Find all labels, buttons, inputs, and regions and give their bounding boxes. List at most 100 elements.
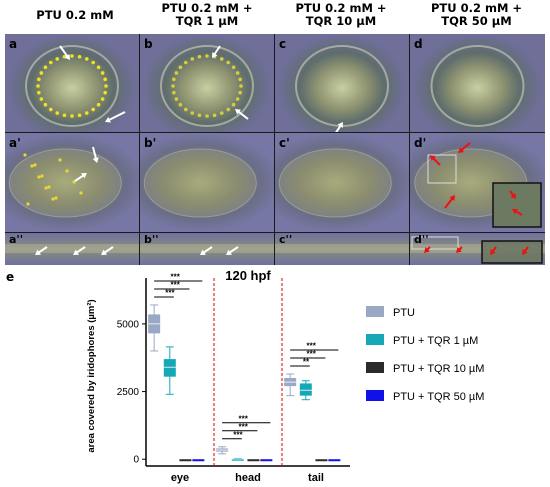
red-arrow [512, 208, 523, 216]
eye-outline [25, 45, 119, 127]
micrograph-panel-dp: d' [410, 133, 545, 232]
panel-label: d [414, 37, 423, 51]
significance-label: ** [303, 357, 310, 366]
iridophore-speck [239, 84, 243, 88]
iridophore-speck [62, 113, 67, 118]
iridophore-speck [58, 158, 62, 162]
box-body [315, 459, 328, 462]
iridophore-speck [77, 113, 82, 118]
white-arrow [59, 45, 70, 60]
panel-label: b [144, 37, 153, 51]
micrograph-grid: a b c d a' b' c' d' a'' b'' c'' d'' [5, 34, 545, 265]
iridophore-speck [197, 113, 202, 118]
iridophore-speck [197, 54, 202, 59]
white-arrow [200, 246, 213, 255]
panel-label: a' [9, 136, 21, 150]
white-arrow [235, 109, 249, 120]
iridophore-speck [219, 111, 224, 115]
y-tick-label: 0 [133, 455, 139, 466]
iridophore-speck [55, 111, 60, 115]
red-arrow [509, 190, 516, 199]
head-outline [8, 148, 122, 218]
box-ptu-tqr-10-m-head [247, 459, 260, 462]
significance-label: *** [170, 280, 180, 289]
iridophore-speck [70, 114, 74, 118]
y-axis-label: area covered by iridophores (µm²) [86, 299, 97, 452]
legend-label: PTU + TQR 50 µM [393, 391, 484, 403]
zoom-region-box [427, 154, 457, 184]
legend-swatch [366, 390, 384, 401]
panel-label: d' [414, 136, 427, 150]
box-body [260, 459, 273, 462]
iridophore-speck [72, 180, 76, 184]
legend-label: PTU + TQR 1 µM [393, 335, 478, 347]
iridophore-speck [235, 97, 240, 101]
white-arrow [101, 246, 114, 255]
micrograph-panel-c: c [275, 34, 409, 132]
x-tick-label: head [235, 472, 261, 484]
micrograph-panel-bp: b' [140, 133, 274, 232]
iridophore-speck [231, 102, 236, 107]
box-ptu-tqr-10-m-eye [179, 459, 192, 462]
micrograph-panel-ap: a' [5, 133, 139, 232]
legend-swatch [366, 362, 384, 373]
iridophore-speck [100, 97, 105, 101]
iridophore-speck [26, 202, 30, 206]
eye-outline [430, 45, 525, 127]
box-body [299, 383, 312, 396]
iridophore-speck [84, 111, 89, 115]
panel-label: a [9, 37, 18, 51]
iridophore-speck [184, 60, 188, 65]
panel-label: a'' [9, 233, 24, 246]
significance-label: *** [165, 288, 175, 297]
zoom-inset [481, 240, 543, 264]
box-ptu-tqr-50-m-head [260, 459, 273, 462]
white-arrow [35, 246, 48, 255]
iridophore-speck [226, 60, 230, 65]
iridophore-speck [33, 163, 37, 167]
micrograph-panel-d: d [410, 34, 545, 132]
eye-outline [295, 45, 389, 127]
significance-label: *** [170, 272, 180, 281]
iridophore-speck [231, 65, 236, 70]
iridophore-speck [219, 57, 224, 61]
iridophore-speck [79, 191, 83, 195]
column-header-tqr-10: PTU 0.2 mM + TQR 10 µM [295, 1, 387, 28]
panel-label: d'' [414, 233, 429, 246]
column-header-tqr-50: PTU 0.2 mM + TQR 50 µM [430, 1, 523, 28]
box-ptu-tqr-10-m-tail [315, 459, 328, 462]
y-tick-label: 2500 [117, 387, 140, 398]
red-arrow [490, 246, 497, 255]
tail-strip [410, 244, 545, 253]
iridophore-speck [49, 60, 53, 65]
micrograph-panel-b: b [140, 34, 274, 132]
iridophore-speck [171, 84, 175, 88]
box-ptu-tqr-50-m-tail [328, 459, 341, 462]
zoom-inset [492, 182, 542, 228]
micrograph-panel-cp: c' [275, 133, 409, 232]
iridophore-speck [174, 71, 179, 75]
iridophore-speck [37, 77, 41, 82]
iridophore-speck [103, 90, 107, 95]
iridophore-speck [172, 90, 176, 95]
box-ptu-head [216, 446, 229, 455]
chart-title: 120 hpf [225, 268, 271, 283]
iridophore-speck [40, 174, 44, 178]
iridophore-speck [178, 102, 183, 107]
micrograph-panel-dpp: d'' [410, 233, 545, 265]
x-tick-label: eye [171, 472, 189, 484]
iridophore-speck [235, 71, 240, 75]
head-outline [143, 148, 257, 218]
iridophore-speck [226, 107, 230, 112]
red-arrow [430, 155, 441, 166]
legend-label: PTU [393, 307, 415, 319]
iridophore-speck [96, 65, 101, 70]
legend-swatch [366, 306, 384, 317]
white-arrow [212, 45, 221, 58]
white-arrow [226, 246, 239, 255]
iridophore-speck [84, 57, 89, 61]
iridophore-speck [91, 107, 95, 112]
iridophore-speck [103, 77, 107, 82]
iridophore-speck [54, 196, 58, 200]
iridophore-speck [104, 84, 108, 88]
